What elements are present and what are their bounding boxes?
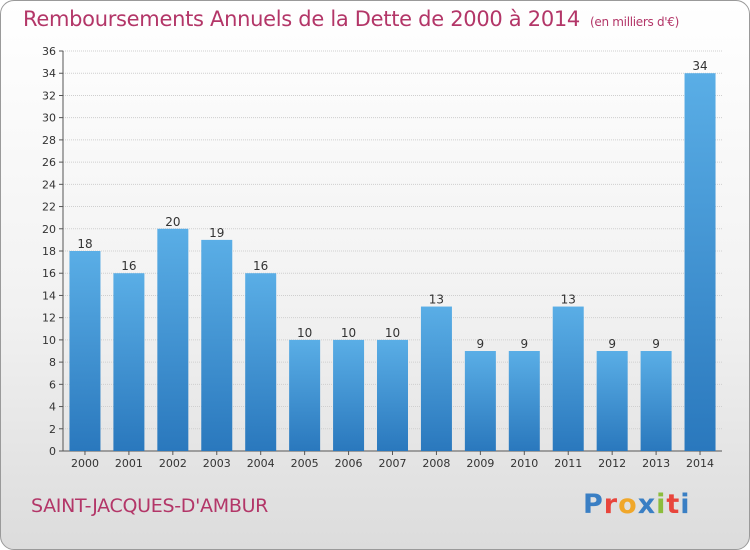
bar: [157, 228, 189, 451]
bar: [596, 351, 628, 451]
logo-letter: x: [637, 489, 657, 520]
y-tick-label: 4: [49, 401, 56, 414]
y-tick-label: 22: [42, 201, 56, 214]
bar: [201, 239, 233, 451]
data-label: 10: [341, 326, 356, 340]
y-tick-label: 34: [42, 67, 56, 80]
data-label: 16: [253, 259, 268, 273]
data-label: 16: [121, 259, 136, 273]
y-tick-label: 24: [42, 178, 56, 191]
data-label: 18: [77, 237, 92, 251]
y-tick-label: 26: [42, 156, 56, 169]
data-label: 9: [477, 337, 485, 351]
y-tick-label: 32: [42, 89, 56, 102]
labels: 2000 18 2001 16 2002 20 2003 19 2004 16 2005 10 2006…: [71, 59, 714, 470]
bar: [684, 73, 716, 451]
x-tick-label: 2014: [686, 457, 714, 470]
y-tick-label: 18: [42, 245, 56, 258]
y-tick-label: 6: [49, 378, 56, 391]
y-tick-label: 20: [42, 223, 56, 236]
data-label: 13: [429, 293, 444, 307]
x-tick-label: 2008: [422, 457, 450, 470]
x-tick-label: 2011: [554, 457, 582, 470]
data-label: 34: [692, 59, 707, 73]
bar: [245, 273, 277, 451]
data-label: 9: [652, 337, 660, 351]
bar: [377, 339, 408, 451]
bar: [333, 339, 365, 451]
bar: [289, 339, 321, 451]
x-tick-label: 2009: [466, 457, 494, 470]
x-tick-label: 2003: [203, 457, 231, 470]
bar: [420, 306, 452, 451]
commune-name: SAINT-JACQUES-D'AMBUR: [31, 495, 269, 517]
chart-title-text: Remboursements Annuels de la Dette de 20…: [23, 7, 580, 31]
bar: [640, 351, 672, 451]
y-tick-label: 14: [42, 289, 56, 302]
logo-letter: o: [618, 489, 638, 520]
logo-letter: P: [583, 489, 604, 520]
y-tick-label: 36: [42, 45, 56, 58]
proxiti-logo: Proxiti: [583, 489, 691, 520]
logo-letter: t: [666, 489, 681, 520]
y-tick-label: 0: [49, 445, 56, 458]
y-tick-label: 8: [49, 356, 56, 369]
bar: [508, 351, 540, 451]
data-label: 13: [561, 293, 576, 307]
y-tick-label: 16: [42, 267, 56, 280]
bar: [464, 351, 496, 451]
data-label: 9: [520, 337, 528, 351]
bar: [552, 306, 584, 451]
data-label: 19: [209, 226, 224, 240]
x-tick-label: 2013: [642, 457, 670, 470]
bars: [69, 73, 716, 451]
logo-letter: r: [603, 489, 619, 520]
y-tick-label: 2: [49, 423, 56, 436]
y-tick-label: 12: [42, 312, 56, 325]
logo-letter: i: [656, 489, 667, 520]
x-tick-label: 2010: [510, 457, 538, 470]
bar: [69, 251, 101, 451]
data-label: 20: [165, 215, 180, 229]
logo-letter: i: [680, 489, 691, 520]
data-label: 10: [385, 326, 400, 340]
data-label: 9: [608, 337, 616, 351]
x-tick-label: 2005: [291, 457, 319, 470]
chart-title: Remboursements Annuels de la Dette de 20…: [23, 7, 679, 31]
y-tick-label: 28: [42, 134, 56, 147]
data-label: 10: [297, 326, 312, 340]
bar: [113, 273, 145, 451]
y-tick-label: 10: [42, 334, 56, 347]
x-tick-label: 2004: [247, 457, 275, 470]
x-tick-label: 2000: [71, 457, 99, 470]
y-tick-label: 30: [42, 112, 56, 125]
chart-unit: (en milliers d'€): [590, 15, 680, 29]
x-tick-label: 2012: [598, 457, 626, 470]
x-tick-label: 2002: [159, 457, 187, 470]
x-tick-label: 2007: [379, 457, 407, 470]
x-tick-label: 2006: [335, 457, 363, 470]
x-tick-label: 2001: [115, 457, 143, 470]
